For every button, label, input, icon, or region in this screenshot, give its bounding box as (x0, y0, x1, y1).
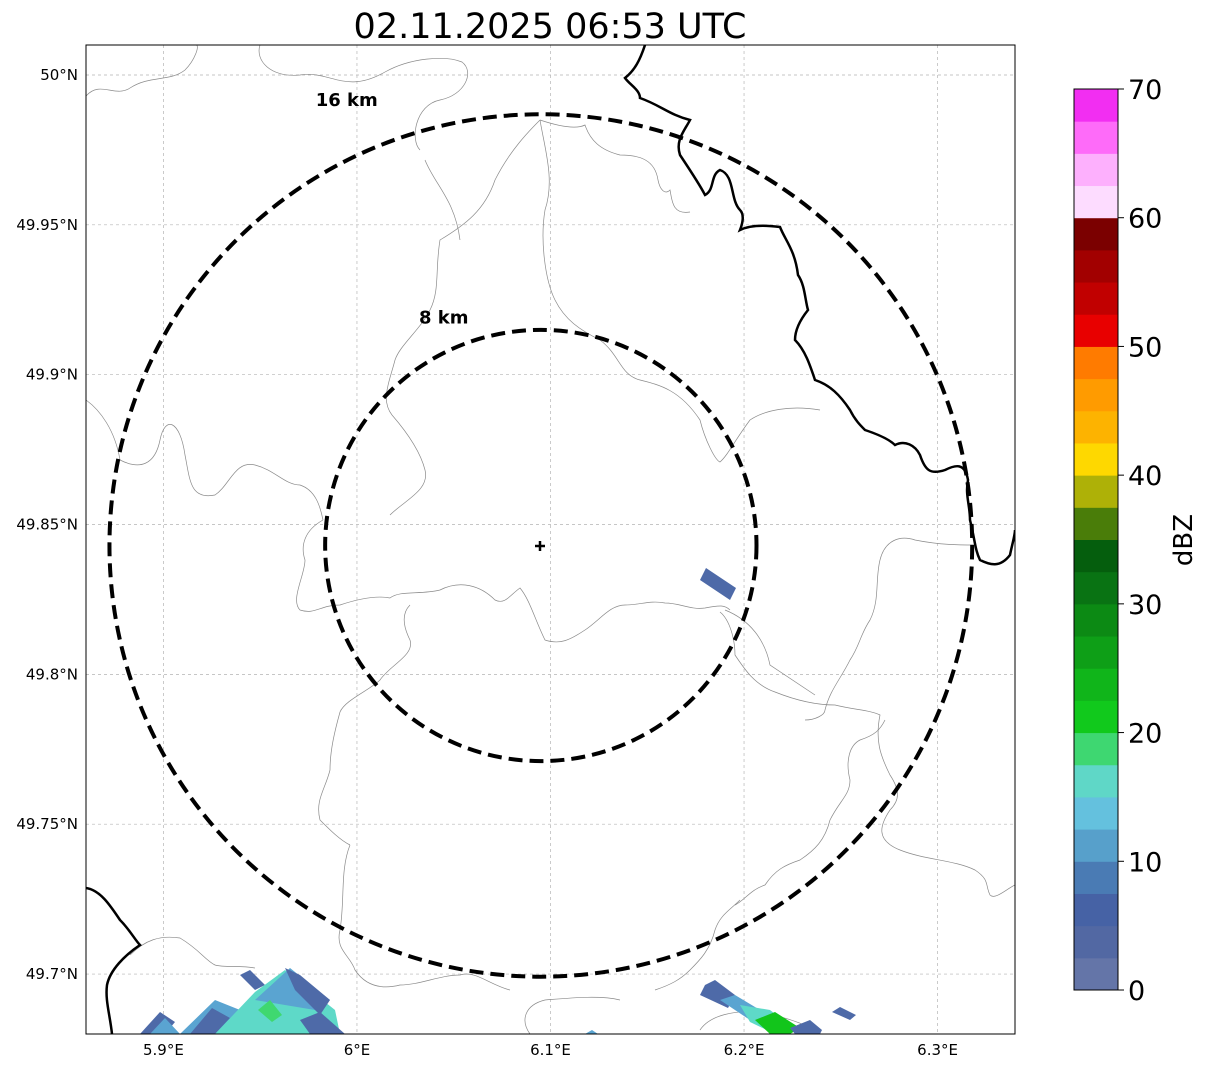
colorbar-segment (1074, 700, 1118, 734)
colorbar-tick-label: 40 (1128, 461, 1162, 492)
range-ring-16km (107, 112, 975, 979)
colorbar-tick-label: 30 (1128, 590, 1162, 621)
echo-cell (240, 970, 265, 990)
range-ring-label: 16 km (316, 90, 378, 111)
x-tick-label: 6.1°E (530, 1041, 571, 1059)
colorbar-segment (1074, 378, 1118, 412)
colorbar-segment (1074, 764, 1118, 798)
map-title: 02.11.2025 06:53 UTC (354, 7, 747, 47)
map-gridlines (86, 45, 1015, 1034)
colorbar-segment (1074, 957, 1118, 991)
y-tick-label: 49.8°N (26, 665, 78, 683)
echo-cell (300, 1012, 345, 1034)
colorbar-segment (1074, 861, 1118, 894)
colorbar-segment (1074, 153, 1118, 187)
y-tick-label: 49.85°N (16, 516, 78, 534)
colorbar-segment (1074, 507, 1118, 540)
echo-cell (832, 1007, 856, 1020)
colorbar-segment (1074, 571, 1118, 605)
echo-cell (755, 1012, 800, 1034)
colorbar-segment (1074, 121, 1118, 154)
colorbar-segment (1074, 829, 1118, 862)
colorbar-tick-label: 50 (1128, 332, 1162, 363)
radar-echoes (140, 568, 856, 1034)
map-frame (85, 44, 1016, 1035)
echo-cell (700, 568, 736, 600)
colorbar-segment (1074, 249, 1118, 283)
y-tick-label: 50°N (40, 66, 78, 84)
colorbar: 0 10 20 30 40 50 60 70 (1073, 75, 1162, 1007)
colorbar-segment (1074, 539, 1118, 573)
colorbar-segment (1074, 314, 1118, 347)
x-tick-label: 6°E (344, 1041, 371, 1059)
colorbar-segment (1074, 796, 1118, 830)
colorbar-segment (1074, 410, 1118, 444)
colorbar-segment (1074, 185, 1118, 219)
echo-cell (258, 1000, 282, 1022)
colorbar-segment (1074, 282, 1118, 315)
x-axis-ticks: 5.9°E 6°E 6.1°E 6.2°E 6.3°E (143, 1041, 958, 1059)
range-ring-8km (323, 327, 759, 764)
x-tick-label: 6.2°E (724, 1041, 765, 1059)
colorbar-tick-label: 0 (1128, 976, 1145, 1007)
y-tick-label: 49.9°N (26, 366, 78, 384)
colorbar-label: dBZ (1169, 514, 1199, 566)
colorbar-segment (1074, 636, 1118, 669)
colorbar-segment (1074, 442, 1118, 476)
echo-cell (190, 1008, 230, 1034)
colorbar-segment (1074, 89, 1118, 122)
colorbar-segment (1074, 475, 1118, 508)
colorbar-segment (1074, 893, 1118, 927)
range-ring-label: 8 km (419, 308, 469, 329)
echo-cell (150, 1018, 180, 1034)
colorbar-segment (1074, 668, 1118, 701)
y-tick-label: 49.75°N (16, 815, 78, 833)
x-tick-label: 5.9°E (143, 1041, 184, 1059)
colorbar-tick-label: 70 (1128, 75, 1162, 106)
range-rings: 8 km 16 km (107, 90, 975, 979)
echo-cell (585, 1030, 598, 1034)
colorbar-segment (1074, 732, 1118, 766)
y-tick-label: 49.7°N (26, 965, 78, 983)
radar-site-marker (535, 541, 545, 551)
x-tick-label: 6.3°E (917, 1041, 958, 1059)
colorbar-tick-label: 20 (1128, 719, 1162, 750)
colorbar-frame (1073, 88, 1119, 991)
y-tick-label: 49.95°N (16, 216, 78, 234)
echo-cell (285, 968, 330, 1015)
colorbar-segment (1074, 603, 1118, 637)
colorbar-segment (1074, 925, 1118, 959)
colorbar-segment (1074, 217, 1118, 251)
colorbar-segment (1074, 346, 1118, 380)
y-axis-ticks: 50°N 49.95°N 49.9°N 49.85°N 49.8°N 49.75°N 49.… (16, 66, 78, 983)
echo-cell (790, 1020, 822, 1034)
colorbar-tick-label: 60 (1128, 204, 1162, 235)
colorbar-tick-label: 10 (1128, 847, 1162, 878)
